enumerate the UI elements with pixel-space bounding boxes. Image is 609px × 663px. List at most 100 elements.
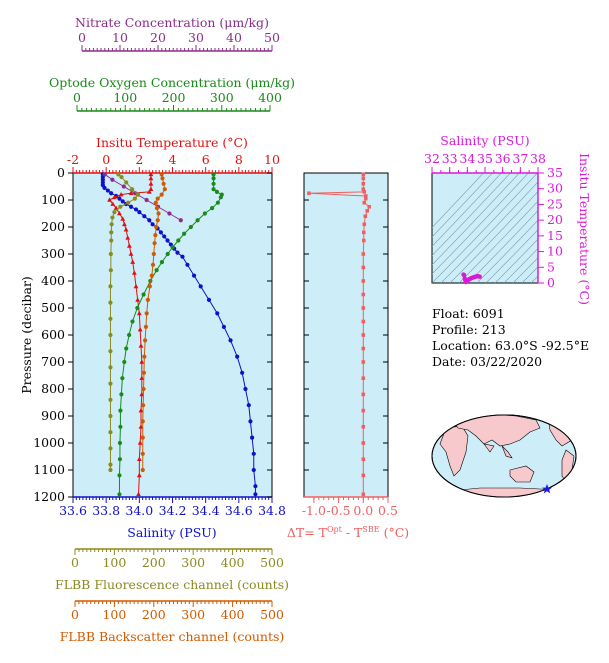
fluorescence-tick-label: 400: [221, 555, 245, 570]
fluorescence-point: [108, 332, 113, 338]
temperature-point: [131, 270, 137, 275]
oxygen-point: [170, 245, 175, 250]
pressure-tick-label: 300: [41, 246, 65, 261]
backscatter-point: [155, 218, 160, 223]
pressure-tick-label: 500: [41, 300, 65, 315]
salinity-point: [215, 311, 220, 316]
salinity-point: [251, 467, 256, 473]
temperature-tick-label: 10: [264, 152, 280, 167]
oxygen-point: [188, 224, 193, 230]
oxygen-point: [122, 359, 127, 365]
fluorescence-point: [124, 180, 129, 185]
salinity-tick-label: 34.6: [225, 503, 253, 518]
fluorescence-point: [126, 200, 131, 205]
backscatter-point: [152, 241, 157, 246]
oxygen-point: [176, 238, 181, 243]
delta-t-plot-area: [303, 172, 389, 498]
temperature-point: [138, 343, 144, 348]
ts-density-contour: [512, 257, 538, 283]
oxygen-point: [211, 187, 216, 192]
oxygen-point: [154, 268, 159, 273]
ts-density-contour: [440, 181, 538, 283]
backscatter-point: [140, 419, 145, 424]
salinity-point: [243, 386, 248, 392]
salinity-point: [120, 199, 125, 204]
pressure-tick-label: 1000: [33, 435, 65, 450]
ts-temperature-tick-label: 35: [547, 165, 563, 180]
nitrate-tick-label: 10: [112, 30, 128, 45]
fluorescence-point: [130, 187, 135, 192]
ts-density-contour: [476, 219, 538, 283]
fluorescence-point: [108, 365, 113, 370]
backscatter-point: [143, 338, 148, 343]
profile-plot-area: [72, 172, 273, 498]
delta-t-point: [361, 457, 366, 461]
delta-t-point: [362, 190, 367, 194]
oxygen-point: [218, 195, 223, 200]
salinity-point: [137, 210, 142, 215]
fluorescence-point: [108, 316, 113, 321]
ts-temperature-tick-label: 25: [547, 196, 563, 211]
ts-density-contour: [432, 173, 511, 257]
backscatter-tick-label: 400: [221, 607, 245, 622]
oxygen-point: [119, 392, 124, 397]
temperature-point: [148, 181, 154, 186]
oxygen-point: [118, 424, 123, 429]
temperature-line: [108, 174, 152, 495]
nitrate-point: [102, 172, 107, 177]
salinity-point: [248, 419, 253, 424]
fluorescence-point: [118, 204, 123, 209]
delta-t-point: [361, 292, 366, 297]
salinity-point: [162, 234, 167, 239]
temperature-point: [136, 456, 142, 461]
backscatter-point: [151, 251, 156, 257]
oxygen-point: [211, 176, 216, 181]
ts-density-contour: [503, 247, 538, 283]
delta-t-point: [307, 191, 311, 196]
delta-t-point: [361, 176, 366, 181]
salinity-point: [105, 188, 110, 193]
oxygen-point: [182, 231, 187, 236]
oxygen-tick-label: 200: [162, 90, 186, 105]
fluorescence-point: [108, 268, 113, 273]
temperature-point: [136, 491, 141, 497]
fluorescence-line: [109, 173, 139, 470]
temperature-point: [125, 235, 131, 240]
pressure-tick-label: 1200: [33, 489, 65, 504]
ts-salinity-tick-label: 37: [512, 151, 528, 166]
delta-t-point: [361, 333, 366, 337]
ts-temperature-axis-title: Insitu Temperature (°C): [577, 153, 592, 305]
temperature-tick-label: -2: [67, 152, 79, 167]
float-id: Float: 6091: [432, 306, 505, 321]
backscatter-point: [140, 435, 145, 440]
temperature-point: [138, 408, 144, 413]
temperature-point: [113, 205, 119, 210]
oxygen-tick-label: 300: [210, 90, 234, 105]
backscatter-point: [153, 233, 158, 238]
pressure-tick-label: 0: [57, 165, 65, 180]
salinity-tick-label: 33.6: [59, 503, 87, 518]
salinity-point: [221, 324, 227, 329]
ts-density-contour: [432, 173, 529, 275]
backscatter-point: [140, 467, 145, 473]
delta-t-point: [361, 408, 366, 413]
temperature-point: [137, 327, 143, 332]
delta-t-point: [361, 425, 366, 429]
fluorescence-tick-label: 200: [142, 555, 166, 570]
backscatter-point: [140, 451, 145, 456]
temperature-tick-label: 2: [135, 152, 143, 167]
pressure-tick-label: 900: [41, 408, 65, 423]
temperature-point: [148, 186, 154, 191]
temperature-point: [135, 297, 141, 302]
salinity-point: [147, 218, 152, 223]
nitrate-line: [104, 173, 182, 221]
backscatter-tick-label: 500: [260, 607, 284, 622]
delta-t-point: [361, 441, 366, 445]
delta-t-point: [363, 196, 368, 201]
temperature-point: [138, 424, 144, 429]
salinity-point: [165, 238, 170, 243]
ts-temperature-tick-label: 30: [547, 181, 563, 196]
salinity-point: [246, 403, 251, 408]
delta-t-point: [361, 172, 366, 177]
salinity-point: [117, 196, 122, 201]
